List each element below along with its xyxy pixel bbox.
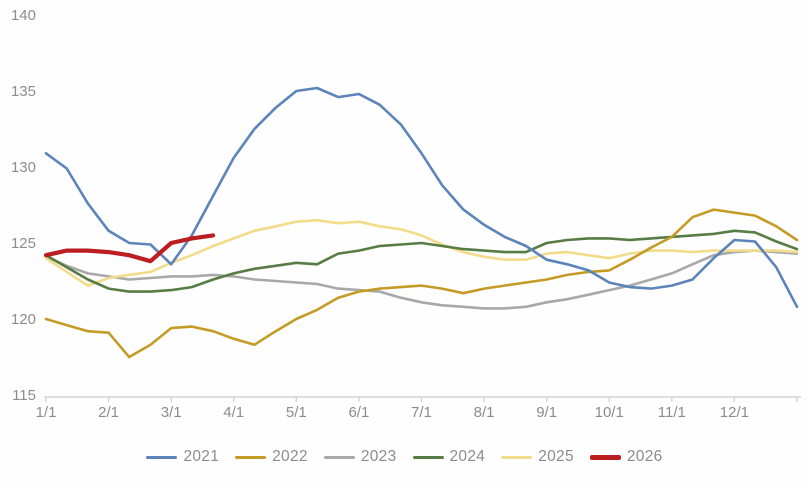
x-tick-label: 9/1 [536, 404, 557, 421]
x-tick-label: 5/1 [286, 404, 307, 421]
legend-swatch-2021 [146, 455, 178, 459]
chart-legend: 2021 2022 2023 2024 2025 2026 [0, 448, 809, 466]
line-chart: 1/1 2/1 3/1 4/1 5/1 6/1 7/1 8/1 9/1 10/1 11/1 12/1 1… [11, 7, 801, 421]
legend-item-2021[interactable]: 2021 [146, 448, 219, 466]
x-tick-label: 12/1 [720, 404, 749, 421]
legend-item-2026[interactable]: 2026 [589, 448, 663, 466]
legend-item-2024[interactable]: 2024 [412, 448, 486, 466]
x-tick-label: 8/1 [474, 404, 495, 421]
x-tick-label: 7/1 [411, 404, 432, 421]
legend-swatch-2022 [235, 455, 267, 459]
legend-item-2023[interactable]: 2023 [323, 448, 397, 466]
series-line-2023 [44, 249, 799, 310]
legend-label-2023: 2023 [360, 448, 397, 465]
y-tick-label: 135 [11, 83, 36, 100]
legend-swatch-2026 [589, 454, 621, 460]
legend-swatch-2023 [323, 455, 355, 459]
x-tick-label: 10/1 [595, 404, 624, 421]
legend-label-2022: 2022 [272, 448, 308, 465]
series-line-2021 [44, 86, 799, 309]
y-tick-label: 140 [11, 7, 36, 24]
x-tick-label: 1/1 [36, 404, 57, 421]
x-tick-label: 2/1 [98, 404, 119, 421]
x-tick-label: 11/1 [658, 404, 686, 421]
legend-label-2021: 2021 [183, 448, 220, 465]
legend-swatch-2025 [501, 455, 533, 459]
legend-label-2024: 2024 [449, 448, 486, 465]
y-tick-label: 115 [12, 387, 36, 404]
x-tick-label: 6/1 [348, 404, 369, 421]
x-tick-label: 4/1 [223, 404, 244, 421]
x-tick-label: 3/1 [161, 404, 182, 421]
legend-item-2025[interactable]: 2025 [501, 448, 574, 466]
legend-label-2026: 2026 [626, 448, 663, 465]
legend-item-2022[interactable]: 2022 [235, 448, 308, 466]
y-tick-label: 130 [11, 159, 36, 176]
series-line-2022 [44, 208, 799, 359]
y-tick-label: 125 [11, 235, 36, 252]
legend-label-2025: 2025 [538, 448, 574, 465]
y-tick-label: 120 [11, 311, 36, 328]
series-line-2026 [43, 233, 216, 264]
legend-swatch-2024 [412, 455, 444, 459]
